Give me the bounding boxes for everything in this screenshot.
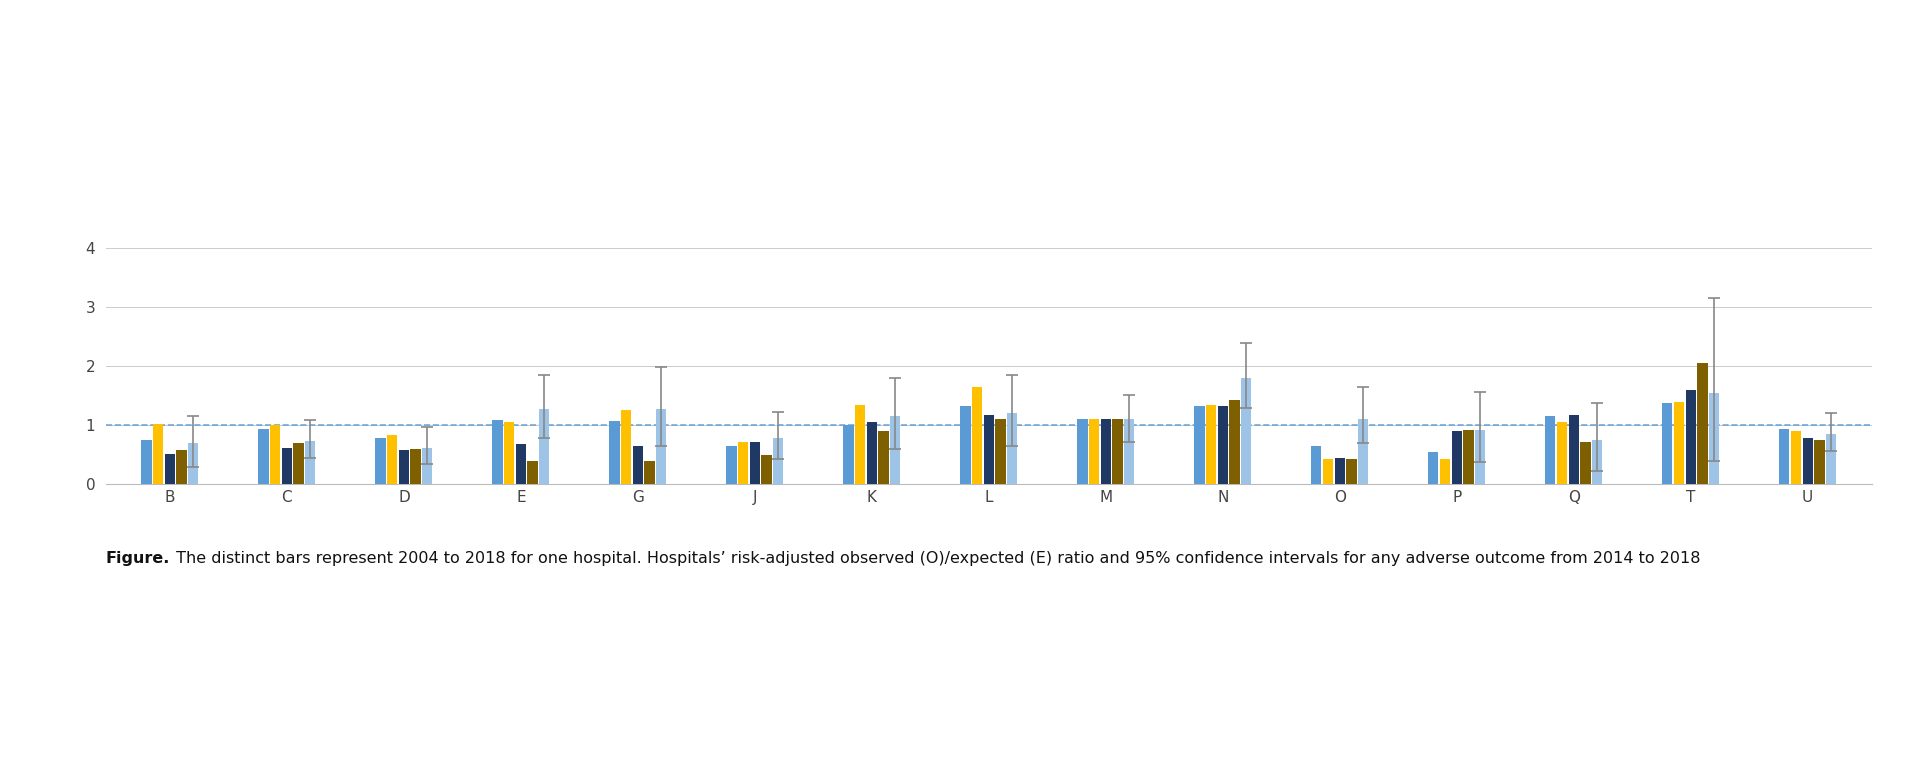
Bar (528, 461, 538, 484)
Bar (1546, 416, 1555, 484)
Bar (1557, 423, 1567, 484)
Bar (620, 411, 632, 484)
Bar (657, 409, 666, 484)
Bar (1686, 390, 1695, 484)
Bar (154, 424, 163, 484)
Bar (374, 438, 386, 484)
Bar (259, 430, 269, 484)
Bar (1100, 419, 1112, 484)
Bar (411, 449, 420, 484)
Bar (1206, 405, 1215, 484)
Bar (1803, 438, 1812, 484)
Bar (645, 461, 655, 484)
Bar (305, 441, 315, 484)
Bar (1089, 419, 1100, 484)
Bar (1791, 431, 1801, 484)
Bar (983, 415, 995, 484)
Bar (1569, 415, 1578, 484)
Bar (1826, 434, 1836, 484)
Bar (854, 405, 866, 484)
Bar (960, 406, 970, 484)
Bar (188, 443, 198, 484)
Bar (1240, 378, 1252, 484)
Bar (1334, 458, 1344, 484)
Bar (282, 448, 292, 484)
Text: Figure.: Figure. (106, 551, 171, 565)
Bar (165, 454, 175, 484)
Bar (1323, 459, 1332, 484)
Bar (399, 450, 409, 484)
Bar (1194, 406, 1204, 484)
Bar (877, 431, 889, 484)
Bar (1311, 446, 1321, 484)
Bar (1674, 401, 1684, 484)
Bar (609, 421, 620, 484)
Bar (737, 442, 749, 484)
Bar (762, 455, 772, 484)
Bar (1217, 406, 1229, 484)
Bar (1697, 363, 1707, 484)
Bar (516, 444, 526, 484)
Bar (1112, 419, 1123, 484)
Bar (972, 387, 983, 484)
Bar (1709, 393, 1718, 484)
Bar (749, 442, 760, 484)
Bar (294, 443, 303, 484)
Bar (388, 435, 397, 484)
Bar (540, 409, 549, 484)
Bar (1346, 459, 1357, 484)
Text: The distinct bars represent 2004 to 2018 for one hospital. Hospitals’ risk-adjus: The distinct bars represent 2004 to 2018… (171, 551, 1701, 565)
Bar (1357, 419, 1369, 484)
Bar (1077, 419, 1087, 484)
Bar (1580, 442, 1590, 484)
Bar (1814, 440, 1824, 484)
Bar (1123, 419, 1135, 484)
Bar (1440, 459, 1450, 484)
Bar (1428, 451, 1438, 484)
Bar (177, 450, 186, 484)
Bar (271, 425, 280, 484)
Bar (142, 440, 152, 484)
Bar (726, 446, 737, 484)
Bar (1663, 403, 1672, 484)
Bar (1780, 430, 1789, 484)
Bar (1475, 430, 1486, 484)
Bar (1463, 430, 1473, 484)
Bar (1452, 431, 1461, 484)
Bar (505, 423, 515, 484)
Bar (843, 425, 854, 484)
Bar (492, 420, 503, 484)
Bar (891, 416, 900, 484)
Bar (1592, 440, 1603, 484)
Bar (422, 448, 432, 484)
Bar (866, 423, 877, 484)
Bar (1008, 413, 1018, 484)
Bar (634, 446, 643, 484)
Bar (1229, 401, 1240, 484)
Bar (995, 419, 1006, 484)
Bar (774, 438, 783, 484)
